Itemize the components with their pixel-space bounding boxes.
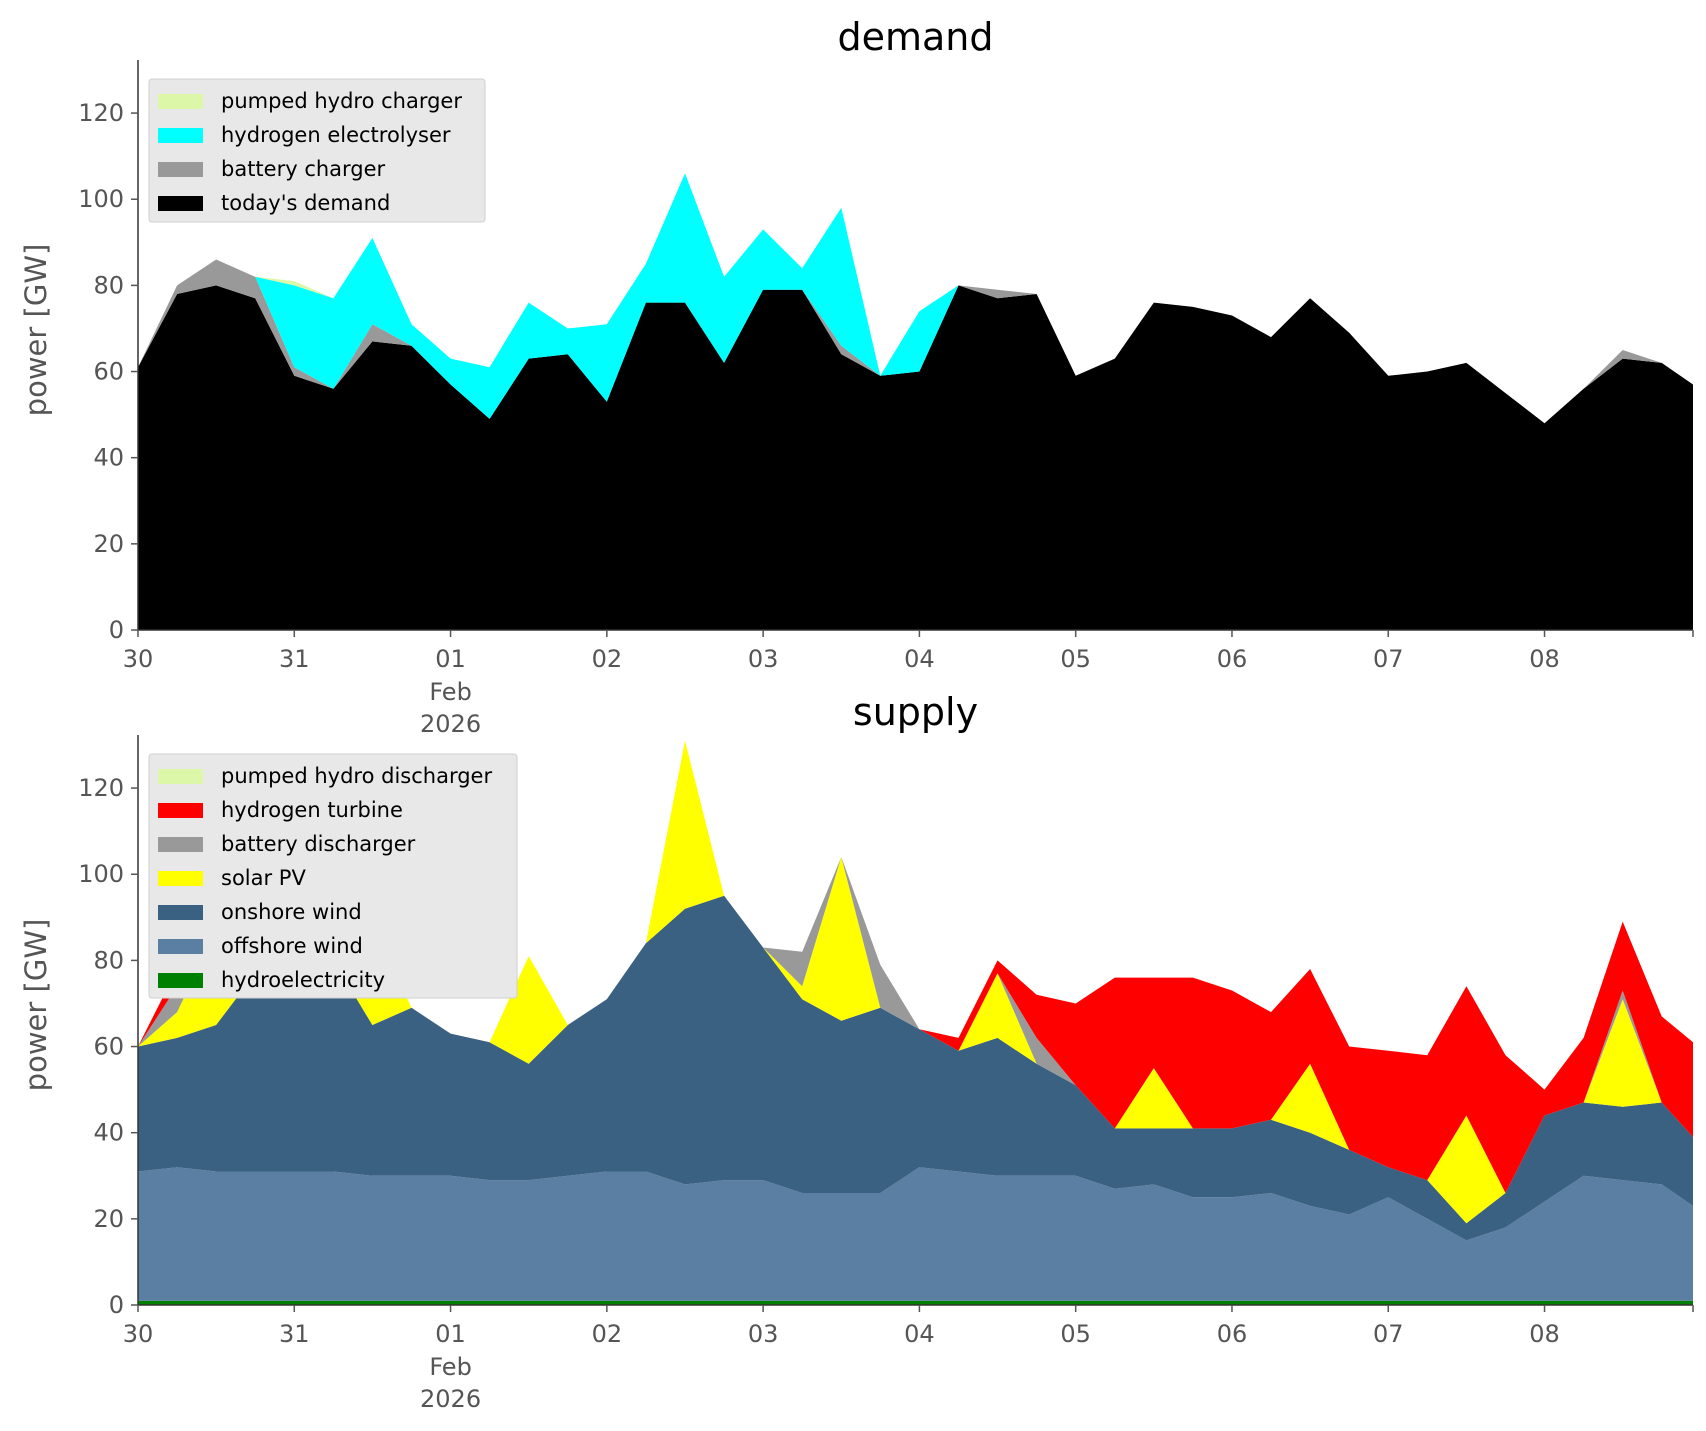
x-tick-label: 30 [123,645,154,673]
legend-label-hydrogen-electrolyser: hydrogen electrolyser [221,123,451,147]
series-area-solar-pv [138,740,1693,1224]
y-tick-label: 40 [93,444,124,472]
y-axis-label: power [GW] [19,919,53,1092]
legend-swatch-battery-charger [158,162,203,177]
legend-label-pumped-hydro-discharger: pumped hydro discharger [221,764,492,788]
legend-swatch-solar-pv [158,871,203,886]
x-tick-label: 07 [1373,1320,1404,1348]
x-tick-label: 01 [435,645,466,673]
y-tick-label: 60 [93,1033,124,1061]
y-tick-label: 20 [93,530,124,558]
legend-swatch-hydroelectricity [158,973,203,988]
legend: pumped hydro charger hydrogen electrolyse… [148,78,486,223]
y-tick-label: 80 [93,271,124,299]
x-tick-sublabel: Feb [429,678,472,706]
x-tick-label: 30 [123,1320,154,1348]
legend-label-solar-pv: solar PV [221,866,306,890]
series-area-offshore-wind [138,1167,1693,1301]
y-tick-label: 100 [78,185,124,213]
y-tick-label: 0 [109,1291,124,1319]
x-tick-sublabel: 2026 [420,710,481,738]
x-tick-label: 08 [1529,645,1560,673]
x-tick-label: 06 [1217,645,1248,673]
x-tick-label: 05 [1060,645,1091,673]
x-tick-label: 08 [1529,1320,1560,1348]
y-tick-label: 80 [93,946,124,974]
legend-label-battery-discharger: battery discharger [221,832,416,856]
x-tick-label: 02 [592,645,623,673]
y-axis-label: power [GW] [19,244,53,417]
series-area-hydrogen-electrolyser [138,173,1693,424]
legend-label-pumped-hydro-charger: pumped hydro charger [221,89,462,113]
legend-label-today-s-demand: today's demand [221,191,390,215]
x-tick-label: 31 [279,645,310,673]
series-area-onshore-wind [138,895,1693,1241]
legend-swatch-battery-discharger [158,837,203,852]
legend-label-hydroelectricity: hydroelectricity [221,968,385,992]
areas [138,740,1693,1305]
legend-swatch-offshore-wind [158,939,203,954]
x-tick-label: 03 [748,645,779,673]
x-tick-label: 03 [748,1320,779,1348]
areas [138,173,1693,630]
legend-label-offshore-wind: offshore wind [221,934,363,958]
legend: pumped hydro discharger hydrogen turbine b… [148,753,518,999]
y-tick-label: 100 [78,860,124,888]
x-tick-sublabel: 2026 [420,1385,481,1413]
legend-swatch-today-s-demand [158,196,203,211]
series-area-today-s-demand [138,285,1693,630]
y-tick-label: 60 [93,358,124,386]
y-tick-label: 120 [78,99,124,127]
x-tick-label: 01 [435,1320,466,1348]
x-tick-label: 04 [904,1320,935,1348]
y-tick-label: 0 [109,616,124,644]
chart-title: supply [853,690,978,734]
x-tick-label: 05 [1060,1320,1091,1348]
legend-label-battery-charger: battery charger [221,157,386,181]
x-tick-label: 06 [1217,1320,1248,1348]
x-tick-label: 04 [904,645,935,673]
demand-panel: 0 20 40 60 80 100 120 30 31 01 Feb 2026 02 03 04 05 06 07… [19,15,1694,738]
legend-label-hydrogen-turbine: hydrogen turbine [221,798,403,822]
y-tick-label: 120 [78,774,124,802]
legend-label-onshore-wind: onshore wind [221,900,362,924]
y-tick-label: 20 [93,1205,124,1233]
legend-swatch-hydrogen-electrolyser [158,128,203,143]
legend-box [148,78,486,223]
legend-swatch-onshore-wind [158,905,203,920]
legend-swatch-hydrogen-turbine [158,803,203,818]
legend-swatch-pumped-hydro-charger [158,94,203,109]
chart-title: demand [837,15,993,59]
x-tick-label: 02 [592,1320,623,1348]
legend-swatch-pumped-hydro-discharger [158,769,203,784]
x-tick-label: 31 [279,1320,310,1348]
y-tick-label: 40 [93,1119,124,1147]
x-tick-sublabel: Feb [429,1353,472,1381]
x-tick-label: 07 [1373,645,1404,673]
legend-box [148,753,518,999]
series-area-hydroelectricity [138,1300,1693,1305]
supply-panel: 0 20 40 60 80 100 120 30 31 01 Feb 2026 02 03 04 05 06 07… [19,690,1694,1413]
